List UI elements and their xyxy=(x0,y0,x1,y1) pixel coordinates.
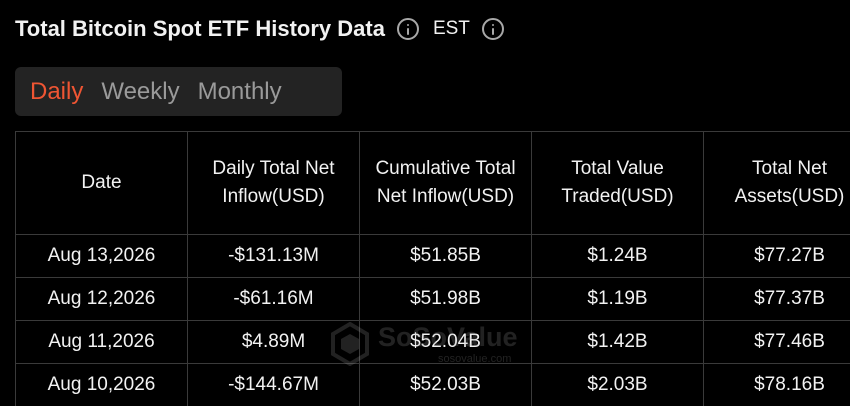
cell-cumulative-net-inflow: $51.98B xyxy=(359,277,532,321)
table-row: Aug 12,2026 -$61.16M $51.98B $1.19B $77.… xyxy=(15,277,850,321)
column-header-value-traded[interactable]: Total Value Traded(USD) xyxy=(531,131,704,235)
table-row: Aug 10,2026 -$144.67M $52.03B $2.03B $78… xyxy=(15,363,850,406)
cell-value-traded: $2.03B xyxy=(531,363,704,406)
etf-history-table-container[interactable]: Date Daily Total Net Inflow(USD) Cumulat… xyxy=(15,131,850,406)
cell-daily-net-inflow: -$131.13M xyxy=(187,234,360,278)
table-row: Aug 13,2026 -$131.13M $51.85B $1.24B $77… xyxy=(15,234,850,278)
cell-net-assets: $77.27B xyxy=(703,234,850,278)
tab-weekly[interactable]: Weekly xyxy=(101,77,180,105)
period-tabs: Daily Weekly Monthly xyxy=(15,67,342,116)
cell-cumulative-net-inflow: $52.03B xyxy=(359,363,532,406)
cell-net-assets: $77.37B xyxy=(703,277,850,321)
table-row: Aug 11,2026 $4.89M $52.04B $1.42B $77.46… xyxy=(15,320,850,364)
timezone-info-icon[interactable] xyxy=(481,18,504,40)
cell-net-assets: $77.46B xyxy=(703,320,850,364)
cell-cumulative-net-inflow: $51.85B xyxy=(359,234,532,278)
page-title: Total Bitcoin Spot ETF History Data xyxy=(15,16,385,41)
cell-daily-net-inflow: -$144.67M xyxy=(187,363,360,406)
cell-value-traded: $1.42B xyxy=(531,320,704,364)
etf-history-table: Date Daily Total Net Inflow(USD) Cumulat… xyxy=(15,131,850,406)
column-header-net-assets[interactable]: Total Net Assets(USD) xyxy=(703,131,850,235)
column-header-date[interactable]: Date xyxy=(15,131,188,235)
tab-monthly[interactable]: Monthly xyxy=(197,77,282,105)
cell-date: Aug 10,2026 xyxy=(15,363,188,406)
cell-value-traded: $1.24B xyxy=(531,234,704,278)
column-header-daily-net-inflow[interactable]: Daily Total Net Inflow(USD) xyxy=(187,131,360,235)
column-header-cumulative-net-inflow[interactable]: Cumulative Total Net Inflow(USD) xyxy=(359,131,532,235)
cell-net-assets: $78.16B xyxy=(703,363,850,406)
title-info-icon[interactable] xyxy=(396,18,419,40)
timezone-label: EST xyxy=(432,18,470,39)
page-header: Total Bitcoin Spot ETF History Data EST xyxy=(15,12,504,46)
cell-daily-net-inflow: $4.89M xyxy=(187,320,360,364)
tab-daily[interactable]: Daily xyxy=(30,77,84,105)
cell-date: Aug 13,2026 xyxy=(15,234,188,278)
table-header-row: Date Daily Total Net Inflow(USD) Cumulat… xyxy=(15,131,850,235)
cell-daily-net-inflow: -$61.16M xyxy=(187,277,360,321)
cell-date: Aug 11,2026 xyxy=(15,320,188,364)
cell-cumulative-net-inflow: $52.04B xyxy=(359,320,532,364)
cell-value-traded: $1.19B xyxy=(531,277,704,321)
cell-date: Aug 12,2026 xyxy=(15,277,188,321)
